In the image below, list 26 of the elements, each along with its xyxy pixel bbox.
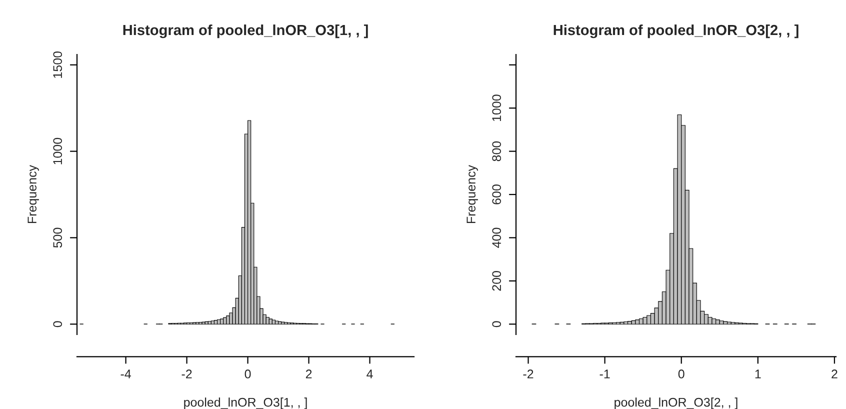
x-tick-label: 2 — [832, 370, 838, 378]
y-tick-label: 1000 — [492, 94, 502, 122]
x-tick-label: 0 — [244, 370, 251, 378]
x-axis-title: pooled_lnOR_O3[1, , ] — [184, 398, 307, 409]
x-tick-label: -1 — [600, 370, 610, 378]
y-tick-label: 0 — [492, 321, 502, 328]
x-tick-label: -2 — [523, 370, 534, 378]
x-tick-label: 4 — [366, 370, 373, 378]
y-tick-label: 0 — [53, 321, 62, 328]
x-tick-label: -4 — [120, 370, 131, 378]
x-tick-label: 1 — [755, 370, 761, 378]
x-tick-label: 0 — [678, 370, 684, 378]
y-tick-label: 400 — [492, 228, 502, 248]
y-tick-label: 800 — [492, 141, 502, 162]
x-tick-label: -2 — [182, 370, 192, 378]
y-tick-label: 500 — [53, 228, 62, 248]
y-axis-title: Frequency — [466, 164, 478, 223]
chart-title: Histogram of pooled_lnOR_O3[2, , ] — [554, 24, 798, 38]
y-axis-title: Frequency — [28, 164, 39, 223]
x-axis-title: pooled_lnOR_O3[2, , ] — [614, 398, 738, 409]
y-tick-label: 200 — [492, 270, 502, 291]
chart-title: Histogram of pooled_lnOR_O3[1, , ] — [123, 24, 368, 38]
y-tick-label: 1500 — [53, 51, 62, 78]
y-tick-label: 600 — [492, 184, 502, 204]
x-tick-label: 2 — [306, 370, 312, 378]
y-tick-label: 1000 — [53, 138, 62, 164]
